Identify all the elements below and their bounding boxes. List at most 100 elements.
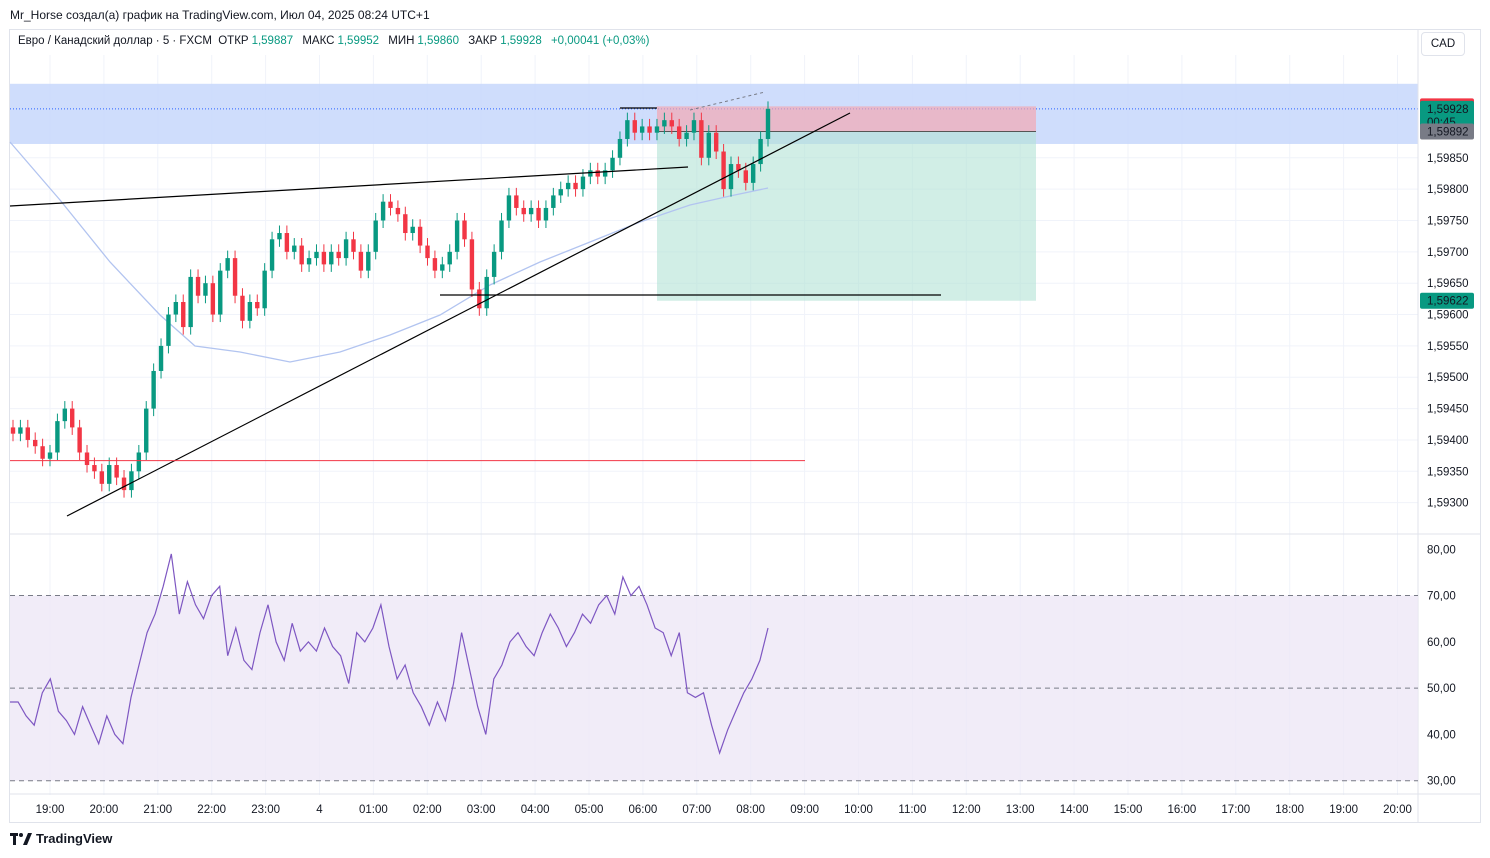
time-tick-label: 10:00: [844, 804, 873, 816]
close-label: ЗАКР: [468, 35, 498, 47]
price-tick-label: 1,59300: [1427, 498, 1469, 510]
price-tick-label: 1,59400: [1427, 435, 1469, 447]
stop-loss-zone: [657, 106, 1036, 132]
candle-body: [77, 427, 82, 453]
candle-body: [743, 170, 748, 183]
time-tick-label: 08:00: [736, 804, 765, 816]
candle-body: [543, 207, 549, 221]
candle-body: [114, 465, 119, 478]
candle-body: [121, 477, 127, 491]
candle-body: [691, 120, 697, 133]
time-tick-label: 01:00: [359, 804, 388, 816]
candle-body: [669, 120, 674, 127]
rsi-tick-label: 40,00: [1427, 729, 1456, 741]
candle-body: [736, 164, 741, 171]
candle-body: [565, 182, 571, 190]
high-label: МАКС: [302, 35, 335, 47]
time-tick-label: 22:00: [197, 804, 226, 816]
candle-body: [758, 138, 763, 165]
price-marker-label: 1,59622: [1427, 296, 1469, 308]
countdown-label: 00:45: [1427, 117, 1456, 129]
candle-body: [321, 251, 327, 265]
candle-body: [284, 233, 290, 252]
rsi-tick-label: 60,00: [1427, 637, 1456, 649]
candle-body: [84, 452, 90, 466]
candle-body: [713, 132, 719, 152]
candle-body: [62, 408, 68, 422]
tradingview-logo-icon: [10, 832, 32, 845]
candle-body: [47, 452, 53, 459]
candle-body: [654, 126, 660, 133]
candle-body: [188, 276, 193, 328]
time-tick-label: 18:00: [1275, 804, 1304, 816]
candle-body: [25, 427, 31, 440]
close-value: 1,59928: [500, 35, 542, 47]
candle-body: [506, 195, 512, 221]
time-tick-label: 16:00: [1168, 804, 1197, 816]
candle-body: [647, 126, 652, 133]
time-tick-label: 03:00: [467, 804, 496, 816]
candle-body: [432, 258, 438, 271]
candle-body: [625, 120, 630, 139]
candle-body: [218, 270, 223, 315]
time-tick-label: 21:00: [143, 804, 172, 816]
candle-body: [10, 427, 16, 434]
candle-body: [299, 245, 304, 265]
candle-body: [521, 207, 526, 215]
time-tick-label: 09:00: [790, 804, 819, 816]
candle-body: [610, 157, 615, 171]
time-tick-label: 23:00: [251, 804, 280, 816]
candle-body: [195, 276, 201, 296]
price-marker-label: 1,59928: [1427, 104, 1469, 116]
candle-body: [469, 239, 475, 290]
change-value: +0,00041 (+0,03%): [550, 35, 650, 47]
price-tick-label: 1,59750: [1427, 215, 1469, 227]
time-tick-label: 19:00: [1329, 804, 1358, 816]
time-tick-label: 12:00: [952, 804, 981, 816]
projection-dashed-line: [689, 91, 766, 111]
candle-body: [55, 421, 60, 453]
candle-body: [240, 295, 245, 321]
time-tick-label: 02:00: [413, 804, 442, 816]
low-label: МИН: [388, 35, 415, 47]
candle-body: [343, 239, 349, 259]
time-tick-label: 04:00: [521, 804, 550, 816]
candle-body: [595, 170, 600, 177]
price-marker: [1420, 100, 1474, 129]
time-tick-label: 15:00: [1114, 804, 1143, 816]
candle-body: [499, 220, 504, 252]
candle-body: [329, 251, 334, 265]
ascending-trendline: [66, 112, 851, 517]
candle-body: [351, 239, 356, 252]
currency-button[interactable]: CAD: [1421, 32, 1465, 56]
candle-body: [536, 207, 541, 221]
candle-body: [684, 132, 689, 139]
candle-body: [410, 226, 415, 234]
candle-body: [425, 245, 430, 259]
candle-body: [477, 289, 482, 309]
symbol-name[interactable]: Евро / Канадский доллар · 5 · FXCM: [18, 35, 213, 47]
candle-body: [514, 195, 519, 208]
price-tick-label: 1,59550: [1427, 341, 1469, 353]
candle-body: [151, 370, 156, 409]
candle-body: [99, 471, 105, 484]
candle-body: [403, 214, 408, 234]
candle-body: [336, 251, 341, 259]
candle-body: [358, 251, 364, 271]
take-profit-zone: [657, 131, 1036, 301]
price-tick-label: 1,59800: [1427, 184, 1469, 196]
price-marker-label: 1,59892: [1427, 126, 1469, 138]
price-tick-label: 1,59650: [1427, 278, 1469, 290]
price-tick-label: 1,59450: [1427, 404, 1469, 416]
candle-body: [203, 283, 208, 296]
candle-body: [573, 182, 578, 190]
chart-legend: Евро / Канадский доллар · 5 · FXCM ОТКР 1…: [18, 35, 652, 47]
candle-body: [292, 245, 297, 252]
chart-credit: Mr_Horse создал(а) график на TradingView…: [10, 8, 430, 22]
rsi-line: [10, 553, 769, 755]
tradingview-logo[interactable]: TradingView: [10, 831, 112, 846]
candle-body: [388, 201, 393, 208]
time-tick-label: 19:00: [36, 804, 65, 816]
candle-body: [662, 120, 667, 127]
